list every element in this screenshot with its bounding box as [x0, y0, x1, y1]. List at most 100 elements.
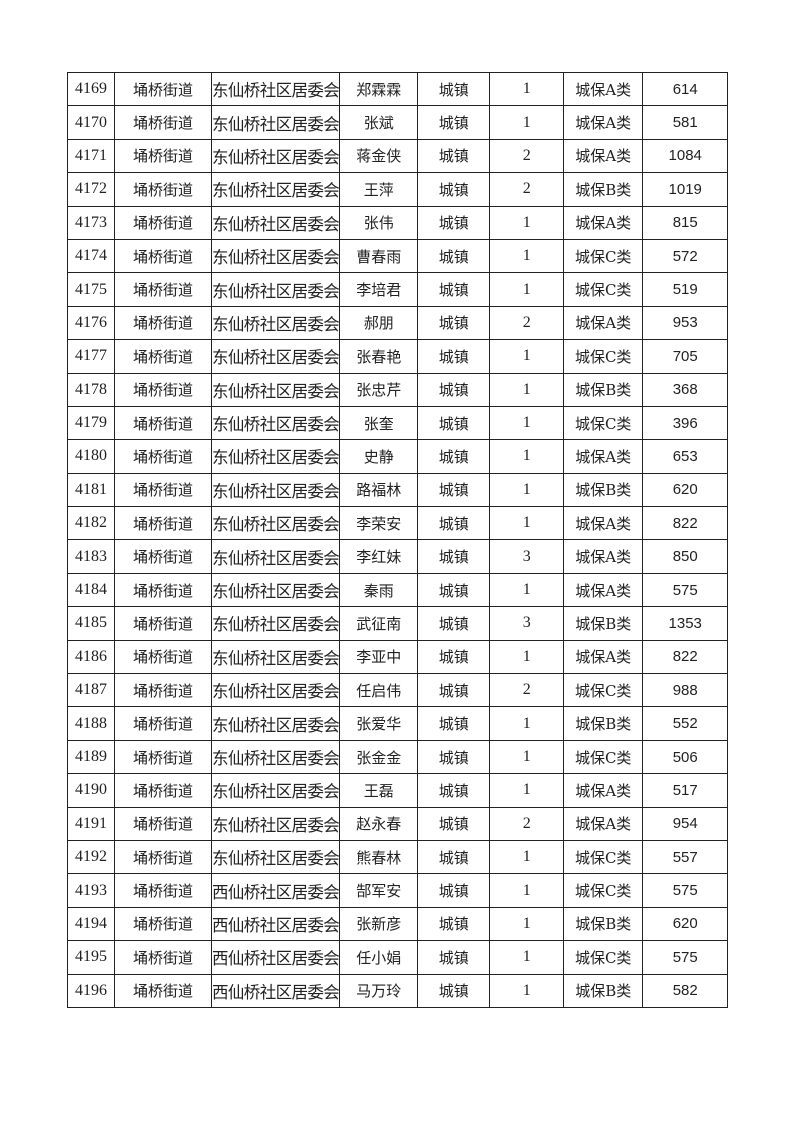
household-size-cell: 1 — [489, 339, 565, 374]
community-cell: 东仙桥社区居委会 — [210, 806, 341, 841]
household-size-cell: 1 — [489, 405, 565, 441]
row-number-cell: 4182 — [67, 506, 115, 541]
table-row: 4171 埇桥街道 东仙桥社区居委会 蒋金侠 城镇 2 城保A类 1084 — [67, 138, 729, 174]
insurance-category-cell: 城保C类 — [563, 673, 644, 708]
person-name-cell: 王萍 — [339, 172, 419, 207]
table-row: 4180 埇桥街道 东仙桥社区居委会 史静 城镇 1 城保A类 653 — [67, 439, 729, 474]
table-row: 4177 埇桥街道 东仙桥社区居委会 张春艳 城镇 1 城保C类 705 — [67, 339, 729, 374]
area-type-cell: 城镇 — [417, 339, 491, 374]
community-cell: 东仙桥社区居委会 — [210, 105, 341, 140]
street-cell: 埇桥街道 — [114, 572, 212, 608]
person-name-cell: 张斌 — [339, 105, 419, 140]
person-name-cell: 李亚中 — [339, 639, 419, 675]
street-cell: 埇桥街道 — [114, 639, 212, 675]
table-row: 4173 埇桥街道 东仙桥社区居委会 张伟 城镇 1 城保A类 815 — [67, 205, 729, 240]
community-cell: 东仙桥社区居委会 — [210, 706, 341, 741]
person-name-cell: 张春艳 — [339, 339, 419, 374]
row-number-cell: 4195 — [67, 940, 115, 975]
street-cell: 埇桥街道 — [114, 806, 212, 841]
area-type-cell: 城镇 — [417, 806, 491, 841]
row-number-cell: 4187 — [67, 673, 115, 708]
amount-cell: 815 — [642, 205, 729, 240]
amount-cell: 850 — [642, 539, 729, 574]
person-name-cell: 秦雨 — [339, 572, 419, 608]
street-cell: 埇桥街道 — [114, 606, 212, 641]
person-name-cell: 曹春雨 — [339, 238, 419, 274]
amount-cell: 517 — [642, 773, 729, 808]
amount-cell: 705 — [642, 339, 729, 374]
amount-cell: 953 — [642, 305, 729, 341]
area-type-cell: 城镇 — [417, 238, 491, 274]
table-row: 4181 埇桥街道 东仙桥社区居委会 路福林 城镇 1 城保B类 620 — [67, 472, 729, 508]
row-number-cell: 4194 — [67, 906, 115, 942]
community-cell: 西仙桥社区居委会 — [210, 973, 341, 1008]
community-cell: 东仙桥社区居委会 — [210, 739, 341, 775]
person-name-cell: 张奎 — [339, 405, 419, 441]
street-cell: 埇桥街道 — [114, 238, 212, 274]
area-type-cell: 城镇 — [417, 906, 491, 942]
insurance-category-cell: 城保C类 — [563, 238, 644, 274]
row-number-cell: 4180 — [67, 439, 115, 474]
row-number-cell: 4181 — [67, 472, 115, 508]
area-type-cell: 城镇 — [417, 71, 491, 107]
area-type-cell: 城镇 — [417, 472, 491, 508]
street-cell: 埇桥街道 — [114, 405, 212, 441]
community-cell: 东仙桥社区居委会 — [210, 673, 341, 708]
street-cell: 埇桥街道 — [114, 339, 212, 374]
amount-cell: 822 — [642, 639, 729, 675]
row-number-cell: 4170 — [67, 105, 115, 140]
area-type-cell: 城镇 — [417, 572, 491, 608]
insurance-category-cell: 城保C类 — [563, 272, 644, 307]
household-size-cell: 1 — [489, 572, 565, 608]
row-number-cell: 4186 — [67, 639, 115, 675]
community-cell: 东仙桥社区居委会 — [210, 639, 341, 675]
row-number-cell: 4171 — [67, 138, 115, 174]
street-cell: 埇桥街道 — [114, 205, 212, 240]
amount-cell: 1084 — [642, 138, 729, 174]
insurance-category-cell: 城保B类 — [563, 973, 644, 1008]
household-size-cell: 3 — [489, 606, 565, 641]
street-cell: 埇桥街道 — [114, 839, 212, 875]
insurance-category-cell: 城保A类 — [563, 572, 644, 608]
person-name-cell: 郜军安 — [339, 873, 419, 908]
row-number-cell: 4172 — [67, 172, 115, 207]
household-size-cell: 2 — [489, 673, 565, 708]
row-number-cell: 4177 — [67, 339, 115, 374]
row-number-cell: 4178 — [67, 372, 115, 407]
amount-cell: 575 — [642, 572, 729, 608]
household-size-cell: 1 — [489, 873, 565, 908]
household-size-cell: 1 — [489, 439, 565, 474]
street-cell: 埇桥街道 — [114, 739, 212, 775]
community-cell: 东仙桥社区居委会 — [210, 572, 341, 608]
household-size-cell: 1 — [489, 238, 565, 274]
person-name-cell: 熊春林 — [339, 839, 419, 875]
person-name-cell: 王磊 — [339, 773, 419, 808]
table-row: 4194 埇桥街道 西仙桥社区居委会 张新彦 城镇 1 城保B类 620 — [67, 906, 729, 942]
row-number-cell: 4175 — [67, 272, 115, 307]
household-size-cell: 2 — [489, 806, 565, 841]
table-row: 4185 埇桥街道 东仙桥社区居委会 武征南 城镇 3 城保B类 1353 — [67, 606, 729, 641]
amount-cell: 572 — [642, 238, 729, 274]
person-name-cell: 蒋金侠 — [339, 138, 419, 174]
area-type-cell: 城镇 — [417, 272, 491, 307]
area-type-cell: 城镇 — [417, 973, 491, 1008]
household-size-cell: 1 — [489, 506, 565, 541]
area-type-cell: 城镇 — [417, 405, 491, 441]
community-cell: 东仙桥社区居委会 — [210, 71, 341, 107]
community-cell: 东仙桥社区居委会 — [210, 439, 341, 474]
street-cell: 埇桥街道 — [114, 973, 212, 1008]
area-type-cell: 城镇 — [417, 606, 491, 641]
community-cell: 东仙桥社区居委会 — [210, 539, 341, 574]
insurance-category-cell: 城保A类 — [563, 639, 644, 675]
row-number-cell: 4193 — [67, 873, 115, 908]
area-type-cell: 城镇 — [417, 138, 491, 174]
amount-cell: 506 — [642, 739, 729, 775]
insurance-category-cell: 城保B类 — [563, 706, 644, 741]
person-name-cell: 马万玲 — [339, 973, 419, 1008]
amount-cell: 368 — [642, 372, 729, 407]
insurance-category-cell: 城保C类 — [563, 739, 644, 775]
street-cell: 埇桥街道 — [114, 472, 212, 508]
amount-cell: 620 — [642, 472, 729, 508]
street-cell: 埇桥街道 — [114, 105, 212, 140]
amount-cell: 575 — [642, 940, 729, 975]
